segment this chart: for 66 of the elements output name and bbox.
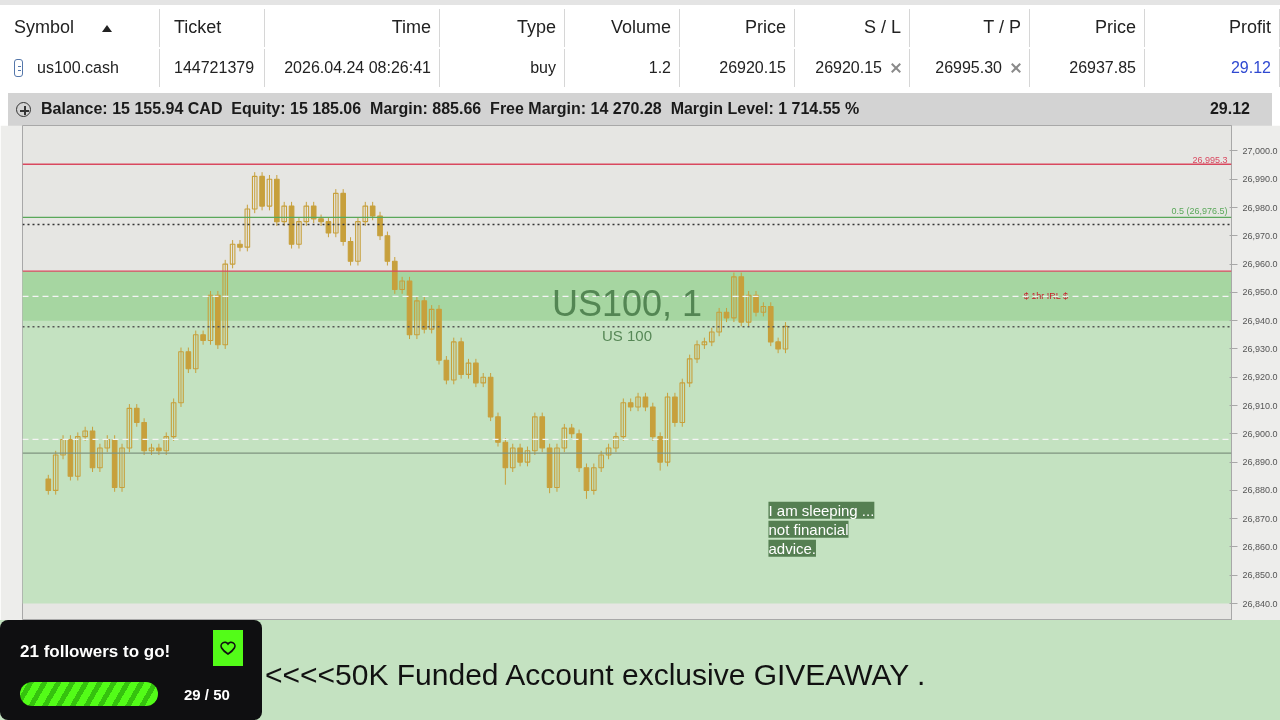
category-label: Price: [680, 9, 795, 47]
text: 29 / 50: [184, 685, 230, 705]
candlestick: [664, 392, 671, 467]
candlestick: [716, 307, 722, 337]
candlestick: [52, 450, 59, 496]
category-label: T / P: [910, 9, 1030, 47]
text: 26920.15: [795, 49, 910, 87]
candlestick: [325, 216, 332, 238]
category-label: Ticket: [160, 9, 265, 47]
category-label: S / L: [795, 9, 910, 47]
text: buy: [440, 49, 565, 87]
y-tick-label: 26,870.0: [1242, 513, 1278, 524]
category-label: Price: [1030, 9, 1145, 47]
y-tick-label: 26,940.0: [1242, 315, 1278, 326]
text: US 100: [601, 327, 653, 345]
text: 26937.85: [1030, 49, 1145, 87]
candlestick: [266, 174, 273, 211]
category-label: Profit: [1145, 9, 1280, 47]
candlestick: [207, 290, 214, 346]
candlestick: [583, 463, 590, 500]
y-tick-label: 26,880.0: [1242, 485, 1278, 496]
category-label: Time: [265, 9, 440, 47]
category-label: Type: [440, 9, 565, 47]
y-tick-label: 26,840.0: [1242, 598, 1278, 609]
candlestick: [561, 423, 568, 453]
candlestick: [686, 354, 693, 388]
y-tick-label: 27,000.0: [1242, 145, 1278, 156]
y-tick-label: 26,910.0: [1242, 400, 1278, 411]
y-tick-label: 26,950.0: [1242, 287, 1278, 298]
y-tick-label: 26,890.0: [1242, 457, 1278, 468]
y-tick-label: 26,920.0: [1242, 372, 1278, 383]
text: 26920.15: [680, 49, 795, 87]
y-tick-label: 26,980.0: [1242, 202, 1278, 213]
ref-line-label: 26,995.3: [1192, 155, 1228, 166]
y-tick-label: 26,970.0: [1242, 230, 1278, 241]
text: 1.2: [565, 49, 680, 87]
ref-line-label: 0.5 (26,976.5): [1171, 206, 1228, 217]
candlestick: [708, 327, 715, 347]
y-tick-label: 26,850.0: [1242, 570, 1278, 581]
y-tick-label: 26,960.0: [1242, 259, 1278, 270]
candlestick: [377, 211, 383, 241]
candlestick: [524, 446, 531, 467]
candlestick: [465, 358, 472, 380]
text: 26995.30: [910, 49, 1030, 87]
candlestick: [97, 443, 103, 473]
text: 29.12: [1209, 99, 1250, 120]
category-label: Volume: [565, 9, 680, 47]
y-tick-label: 26,900.0: [1242, 428, 1278, 439]
y-tick-label: 26,860.0: [1242, 541, 1278, 552]
y-tick-label: 26,990.0: [1242, 174, 1278, 185]
text: Balance: 15 155.94 CAD Equity: 15 185.06 Margin: 885.66 Free Margin: 14 270.28 Margin Level: 1 714.55 %: [40, 99, 860, 120]
candlestick: [347, 236, 354, 267]
text: 29.12: [1145, 49, 1280, 87]
category-label: Symbol: [0, 9, 160, 47]
candlestick: [369, 201, 376, 221]
annotation: I am sleeping ... not financial advice.: [768, 501, 875, 557]
text: 21 followers to go!: [20, 641, 171, 663]
candlestick: [782, 321, 789, 354]
text: US100, 1: [551, 283, 703, 325]
text: 144721379: [160, 49, 265, 87]
text: us100.cash: [0, 49, 160, 87]
candlestick: [45, 474, 52, 496]
y-tick-label: 26,930.0: [1242, 343, 1278, 354]
text: <<<<50K Funded Account exclusive GIVEAWAY .: [265, 657, 926, 693]
text: 2026.04.24 08:26:41: [265, 49, 440, 87]
candlestick: [170, 397, 177, 442]
